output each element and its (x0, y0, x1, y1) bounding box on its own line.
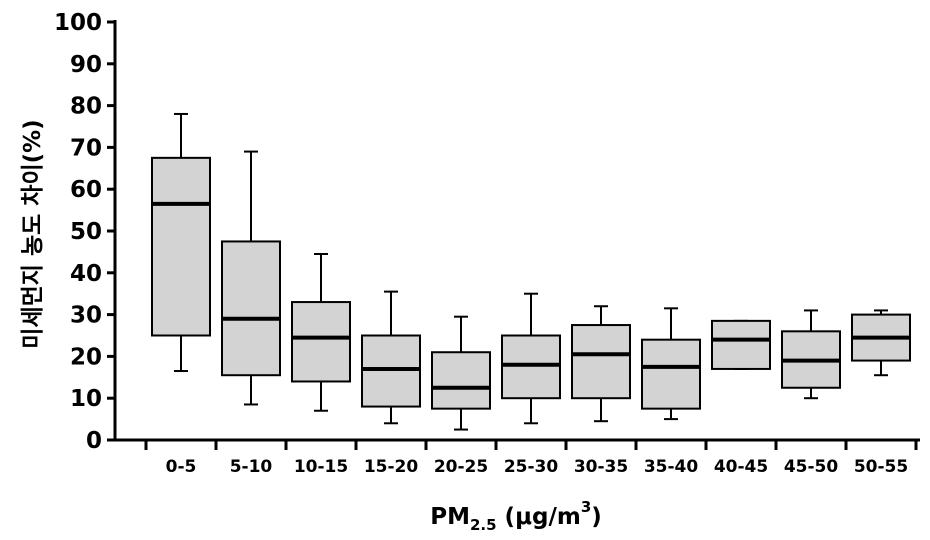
box-10-15 (291, 252, 351, 412)
x-category-label: 35-40 (644, 457, 699, 477)
x-axis-label-superscript: 3 (581, 498, 591, 516)
y-tick-label: 0 (86, 428, 102, 454)
iqr-box (501, 334, 561, 400)
x-category-label: 45-50 (784, 457, 839, 477)
box-35-40 (641, 307, 701, 421)
y-tick-label: 10 (70, 386, 102, 412)
y-tick-label: 20 (70, 344, 102, 370)
x-axis-label: PM2.5 (μg/m3) (430, 498, 602, 534)
iqr-box (291, 301, 351, 383)
x-category-label: 25-30 (504, 457, 559, 477)
iqr-box (221, 240, 281, 377)
y-tick-label: 100 (54, 10, 102, 36)
x-category-label: 20-25 (434, 457, 488, 477)
x-axis-label-close: ) (591, 504, 602, 530)
box-20-25 (431, 315, 491, 431)
y-tick-label: 50 (70, 219, 102, 245)
x-category-label: 0-5 (166, 457, 197, 477)
box-5-10 (221, 150, 281, 406)
x-category-label: 40-45 (714, 457, 768, 477)
y-tick-label: 70 (70, 135, 102, 161)
iqr-box (361, 334, 421, 408)
y-axis-title: 미세먼지 농도 차이(%) (20, 119, 46, 348)
x-category-label: 50-55 (854, 457, 908, 477)
box-45-50 (781, 309, 841, 400)
iqr-box (711, 319, 771, 370)
x-category-label: 15-20 (364, 457, 419, 477)
box-50-55 (851, 309, 911, 377)
iqr-box (151, 156, 211, 337)
y-tick-label: 40 (70, 261, 102, 287)
iqr-box (571, 324, 631, 400)
y-tick-label: 90 (70, 52, 102, 78)
x-category-label: 30-35 (574, 457, 628, 477)
iqr-box (641, 338, 701, 410)
iqr-box (431, 351, 491, 410)
y-tick-label: 60 (70, 177, 102, 203)
x-axis-label-main: PM (430, 504, 470, 530)
box-0-5 (151, 112, 211, 373)
x-category-label: 10-15 (294, 457, 348, 477)
y-axis-label: 미세먼지 농도 차이(%) (20, 119, 46, 348)
box-30-35 (571, 305, 631, 423)
box-40-45 (711, 319, 771, 370)
y-tick-label: 30 (70, 303, 102, 329)
box-25-30 (501, 292, 561, 425)
x-axis-label-unit: (μg/m (497, 504, 581, 530)
x-category-label: 5-10 (230, 457, 273, 477)
y-tick-label: 80 (70, 94, 102, 120)
box-15-20 (361, 290, 421, 425)
x-axis-label-subscript: 2.5 (470, 516, 497, 534)
